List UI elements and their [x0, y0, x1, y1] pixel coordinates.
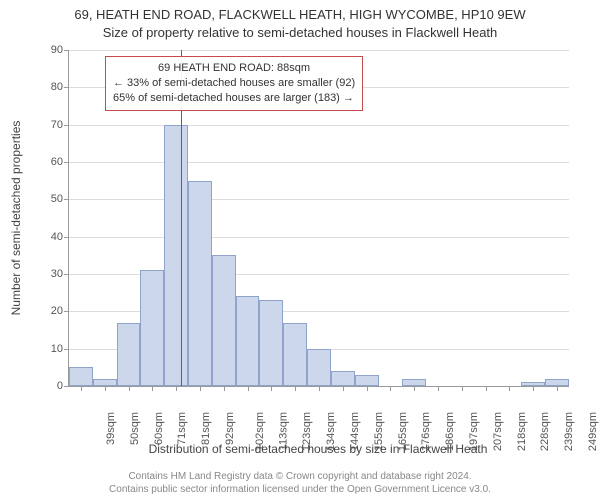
y-tick-label: 50 — [51, 193, 69, 205]
info-box-line: 69 HEATH END ROAD: 88sqm — [113, 61, 355, 76]
x-tick-label: 39sqm — [105, 412, 117, 445]
histogram-bar — [212, 255, 236, 386]
x-tick-label: 228sqm — [540, 412, 552, 451]
footer-line-2: Contains public sector information licen… — [0, 483, 600, 496]
x-tick-mark — [176, 386, 177, 391]
x-tick-mark — [557, 386, 558, 391]
y-tick-label: 90 — [51, 44, 69, 56]
x-tick-mark — [248, 386, 249, 391]
x-tick-label: 218sqm — [516, 412, 528, 451]
histogram-bar — [69, 367, 93, 386]
x-tick-label: 60sqm — [153, 412, 165, 445]
histogram-bar — [545, 379, 569, 386]
x-tick-mark — [509, 386, 510, 391]
x-tick-label: 207sqm — [492, 412, 504, 451]
histogram-bar — [307, 349, 331, 386]
y-tick-label: 40 — [51, 231, 69, 243]
x-tick-mark — [200, 386, 201, 391]
x-tick-mark — [271, 386, 272, 391]
histogram-bar — [259, 300, 283, 386]
x-tick-mark — [533, 386, 534, 391]
x-tick-mark — [414, 386, 415, 391]
histogram-bar — [93, 379, 117, 386]
info-box-line: 65% of semi-detached houses are larger (… — [113, 91, 355, 106]
histogram-bar — [117, 323, 141, 386]
y-tick-label: 20 — [51, 305, 69, 317]
histogram-bar — [236, 296, 260, 386]
footer-line-1: Contains HM Land Registry data © Crown c… — [0, 470, 600, 483]
histogram-bar — [164, 125, 188, 386]
grid-line — [69, 125, 569, 126]
x-tick-label: 239sqm — [563, 412, 575, 451]
histogram-bar — [140, 270, 164, 386]
x-tick-label: 50sqm — [129, 412, 141, 445]
histogram-bar — [402, 379, 426, 386]
info-box-line: ← 33% of semi-detached houses are smalle… — [113, 76, 355, 91]
grid-line — [69, 50, 569, 51]
x-tick-mark — [81, 386, 82, 391]
grid-line — [69, 199, 569, 200]
x-tick-mark — [438, 386, 439, 391]
x-tick-mark — [319, 386, 320, 391]
x-tick-mark — [390, 386, 391, 391]
grid-line — [69, 162, 569, 163]
y-axis-label: Number of semi-detached properties — [9, 121, 23, 316]
x-tick-mark — [152, 386, 153, 391]
plot-area: 010203040506070809039sqm50sqm60sqm71sqm8… — [68, 50, 569, 387]
x-tick-mark — [105, 386, 106, 391]
x-tick-mark — [343, 386, 344, 391]
chart-title: 69, HEATH END ROAD, FLACKWELL HEATH, HIG… — [0, 0, 600, 41]
x-tick-mark — [295, 386, 296, 391]
histogram-bar — [331, 371, 355, 386]
footer-note: Contains HM Land Registry data © Crown c… — [0, 470, 600, 496]
x-axis-label: Distribution of semi-detached houses by … — [149, 442, 488, 456]
y-tick-label: 10 — [51, 343, 69, 355]
x-tick-mark — [367, 386, 368, 391]
histogram-bar — [283, 323, 307, 386]
info-box: 69 HEATH END ROAD: 88sqm← 33% of semi-de… — [105, 56, 363, 111]
x-tick-label: 92sqm — [224, 412, 236, 445]
histogram-bar — [188, 181, 212, 386]
chart-container: 69, HEATH END ROAD, FLACKWELL HEATH, HIG… — [0, 0, 600, 500]
x-tick-mark — [462, 386, 463, 391]
y-tick-label: 70 — [51, 119, 69, 131]
x-tick-label: 81sqm — [200, 412, 212, 445]
grid-line — [69, 237, 569, 238]
y-tick-label: 30 — [51, 268, 69, 280]
y-tick-label: 60 — [51, 156, 69, 168]
histogram-bar — [355, 375, 379, 386]
x-tick-mark — [224, 386, 225, 391]
title-line-1: 69, HEATH END ROAD, FLACKWELL HEATH, HIG… — [0, 6, 600, 24]
y-tick-label: 0 — [57, 380, 69, 392]
y-tick-label: 80 — [51, 81, 69, 93]
x-tick-label: 71sqm — [176, 412, 188, 445]
x-tick-mark — [486, 386, 487, 391]
title-line-2: Size of property relative to semi-detach… — [0, 24, 600, 42]
x-tick-mark — [129, 386, 130, 391]
x-tick-label: 249sqm — [587, 412, 599, 451]
